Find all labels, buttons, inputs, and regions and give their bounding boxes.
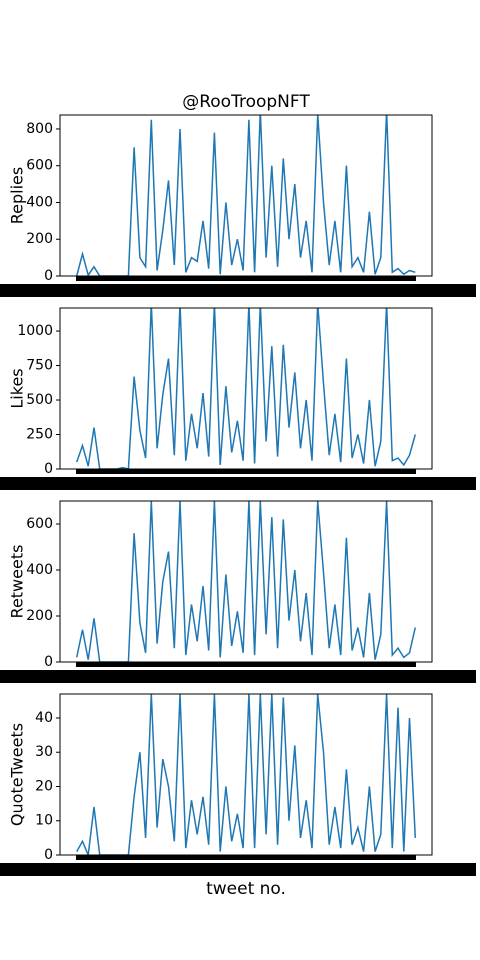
tick-label-band	[0, 670, 476, 683]
series-line	[75, 115, 416, 276]
y-tick-label: 40	[35, 710, 53, 726]
chart-title: @RooTroopNFT	[182, 92, 310, 112]
series-line	[75, 308, 417, 469]
y-axis-label: Likes	[8, 368, 27, 408]
y-tick-label: 1000	[17, 323, 53, 339]
series-line	[76, 694, 417, 855]
x-tick-band	[0, 276, 476, 876]
y-tick-label: 0	[44, 654, 53, 670]
tick-band	[76, 662, 416, 667]
tick-label-band	[0, 477, 476, 490]
y-axis-label: QuoteTweets	[8, 723, 27, 826]
tick-label-band	[0, 284, 476, 297]
tick-band	[76, 276, 416, 281]
y-tick-label: 200	[26, 608, 53, 624]
x-axis-label: tweet no.	[206, 879, 286, 899]
y-tick-label: 800	[26, 121, 53, 137]
y-axis-label: Retweets	[8, 545, 27, 619]
y-tick-label: 10	[35, 813, 53, 829]
y-tick-label: 500	[26, 392, 53, 408]
y-tick-label: 30	[35, 744, 53, 760]
y-axis-label: Replies	[8, 167, 27, 224]
y-tick-label: 0	[44, 847, 53, 863]
y-tick-label: 400	[26, 194, 53, 210]
y-tick-label: 600	[26, 516, 53, 532]
y-tick-label: 400	[26, 562, 53, 578]
series-line	[75, 501, 417, 662]
tick-band	[76, 469, 416, 474]
tick-band	[76, 855, 416, 860]
y-tick-label: 600	[26, 158, 53, 174]
axes-frame	[59, 114, 433, 277]
axes-frame	[59, 500, 433, 663]
y-tick-label: 200	[26, 231, 53, 247]
y-tick-label: 20	[35, 778, 53, 794]
axes-frame	[59, 693, 433, 856]
y-tick-label: 250	[26, 427, 53, 443]
y-tick-label: 0	[44, 461, 53, 477]
tick-label-band	[0, 863, 476, 876]
y-tick-label: 750	[26, 358, 53, 374]
axes-frame	[59, 307, 433, 470]
y-tick-label: 0	[44, 268, 53, 284]
